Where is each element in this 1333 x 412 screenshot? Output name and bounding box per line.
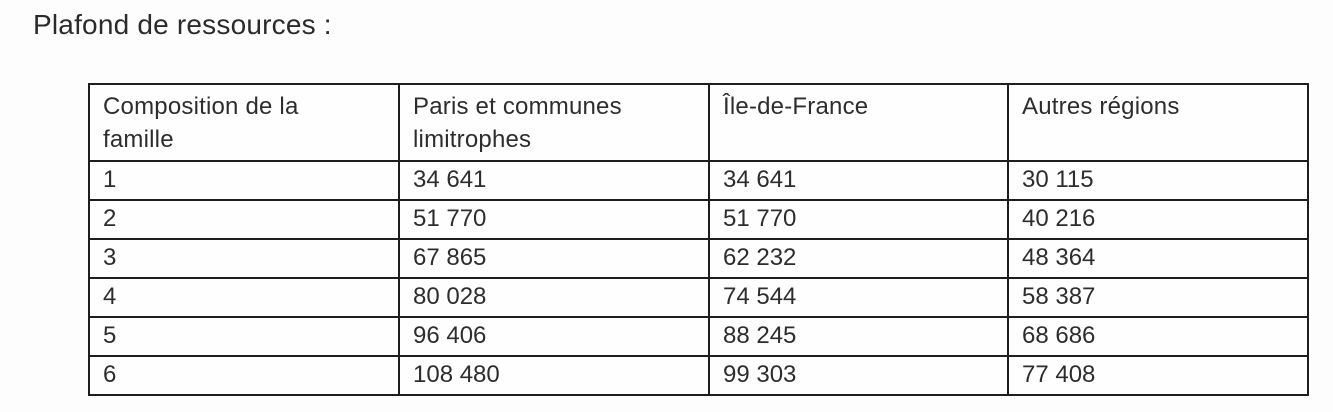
- cell-idf-value: 51 770: [708, 199, 1009, 240]
- table-body: 1 34 641 34 641 30 115 2 51 770 51 770 4…: [88, 160, 1309, 396]
- column-header-label: Île-de-France: [723, 93, 869, 120]
- table-row: 4 80 028 74 544 58 387: [88, 277, 1309, 318]
- cell-autres-value: 77 408: [1007, 355, 1309, 396]
- table-row: 3 67 865 62 232 48 364: [88, 238, 1309, 279]
- cell-family-size: 1: [88, 160, 400, 201]
- table-row: 2 51 770 51 770 40 216: [88, 199, 1309, 240]
- cell-idf-value: 34 641: [708, 160, 1009, 201]
- cell-idf-value: 74 544: [708, 277, 1009, 318]
- cell-family-size: 5: [88, 316, 400, 357]
- cell-idf-value: 62 232: [708, 238, 1009, 279]
- column-header-paris: Paris et communes limitrophes: [398, 83, 710, 162]
- column-header-label: Composition de la famille: [103, 93, 299, 153]
- cell-family-size: 4: [88, 277, 400, 318]
- cell-autres-value: 30 115: [1007, 160, 1309, 201]
- cell-paris-value: 108 480: [398, 355, 710, 396]
- resource-ceiling-table: Composition de la famille Paris et commu…: [88, 83, 1309, 396]
- cell-autres-value: 58 387: [1007, 277, 1309, 318]
- cell-paris-value: 96 406: [398, 316, 710, 357]
- cell-paris-value: 34 641: [398, 160, 710, 201]
- table-row: 6 108 480 99 303 77 408: [88, 355, 1309, 396]
- cell-family-size: 3: [88, 238, 400, 279]
- page-title: Plafond de ressources :: [33, 9, 332, 40]
- cell-idf-value: 99 303: [708, 355, 1009, 396]
- cell-family-size: 2: [88, 199, 400, 240]
- column-header-autres-regions: Autres régions: [1007, 83, 1309, 162]
- table-header: Composition de la famille Paris et commu…: [88, 83, 1309, 162]
- cell-paris-value: 51 770: [398, 199, 710, 240]
- column-header-label: Paris et communes limitrophes: [413, 93, 622, 153]
- cell-autres-value: 40 216: [1007, 199, 1309, 240]
- column-header-ile-de-france: Île-de-France: [708, 83, 1009, 162]
- cell-autres-value: 48 364: [1007, 238, 1309, 279]
- cell-paris-value: 80 028: [398, 277, 710, 318]
- cell-family-size: 6: [88, 355, 400, 396]
- cell-paris-value: 67 865: [398, 238, 710, 279]
- table-header-row: Composition de la famille Paris et commu…: [88, 83, 1309, 162]
- cell-idf-value: 88 245: [708, 316, 1009, 357]
- column-header-composition: Composition de la famille: [88, 83, 400, 162]
- table-row: 1 34 641 34 641 30 115: [88, 160, 1309, 201]
- cell-autres-value: 68 686: [1007, 316, 1309, 357]
- column-header-label: Autres régions: [1022, 93, 1180, 120]
- table-row: 5 96 406 88 245 68 686: [88, 316, 1309, 357]
